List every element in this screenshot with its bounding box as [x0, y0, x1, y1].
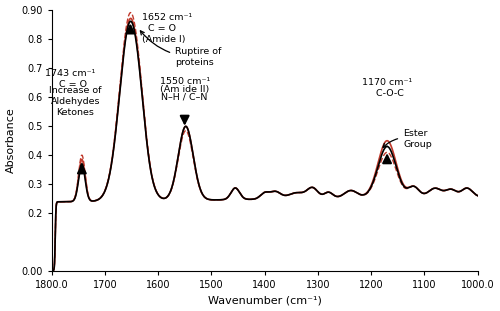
Text: 1652 cm⁻¹
  C = O
(Amide I): 1652 cm⁻¹ C = O (Amide I): [142, 13, 192, 44]
Text: Ester
Group: Ester Group: [383, 128, 432, 149]
X-axis label: Wavenumber (cm⁻¹): Wavenumber (cm⁻¹): [208, 295, 322, 305]
Text: 1550 cm⁻¹: 1550 cm⁻¹: [160, 77, 210, 86]
Text: 1743 cm⁻¹
  C = O: 1743 cm⁻¹ C = O: [45, 69, 96, 89]
Text: Ruptire of
proteins: Ruptire of proteins: [140, 31, 222, 67]
Y-axis label: Absorbance: Absorbance: [6, 107, 16, 173]
Text: 1170 cm⁻¹
  C-O-C: 1170 cm⁻¹ C-O-C: [362, 78, 412, 98]
Text: (Am ide II): (Am ide II): [160, 85, 210, 94]
Text: N–H / C–N: N–H / C–N: [162, 93, 208, 102]
Text: Increase of
Aldehydes
Ketones: Increase of Aldehydes Ketones: [49, 86, 102, 117]
